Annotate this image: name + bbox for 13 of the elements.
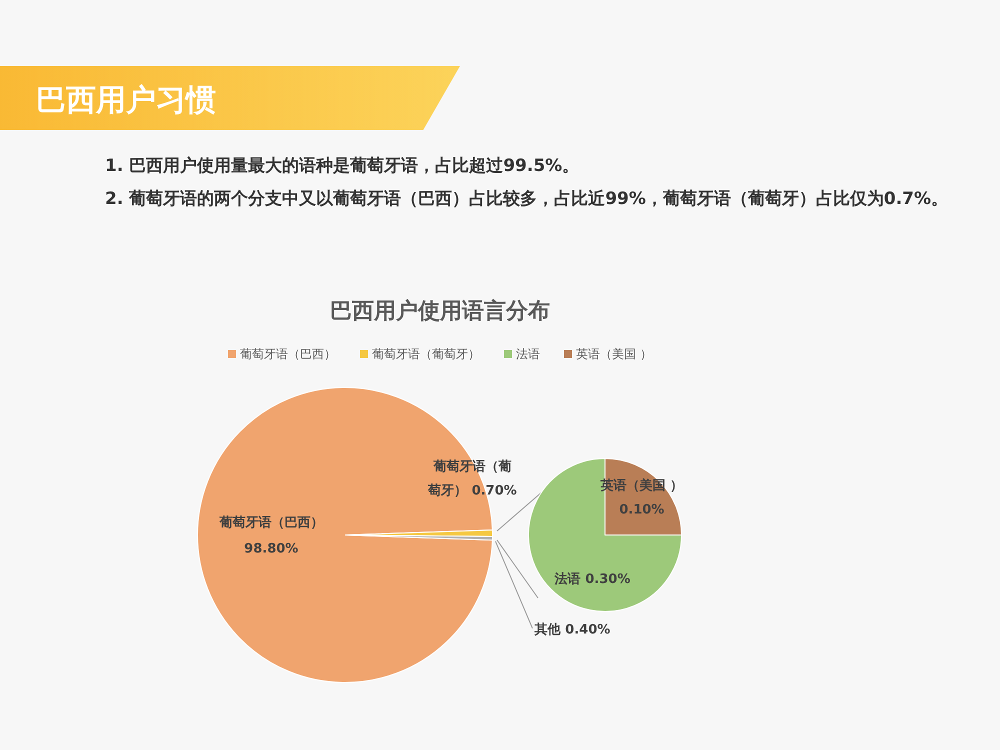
slice-label: 葡萄牙语（巴西） (218, 514, 324, 530)
slice-label: 其他 0.40% (534, 622, 610, 638)
text: 2. 葡萄牙语的两个分支中又以葡萄牙语（巴西）占比较多，占比近99%，葡萄牙语（葡萄牙）占比仅为0.7%。 (105, 188, 950, 211)
text: 巴西用户习惯 (36, 82, 216, 120)
category-label: 法语 0.30% (554, 572, 630, 587)
legend-label: 英语（美国 ） (575, 347, 652, 361)
data-label: 98.80% (244, 541, 298, 556)
data-label: 0.10% (619, 502, 664, 518)
legend-label: 葡萄牙语（巴西） (239, 347, 336, 361)
text: 1. 巴西用户使用量最大的语种是葡萄牙语，占比超过99.5%。 (105, 155, 580, 178)
chart-title: 巴西用户使用语言分布 (329, 298, 551, 326)
legend-label: 法语 (515, 347, 540, 361)
legend-label: 葡萄牙语（葡萄牙） (371, 347, 480, 361)
